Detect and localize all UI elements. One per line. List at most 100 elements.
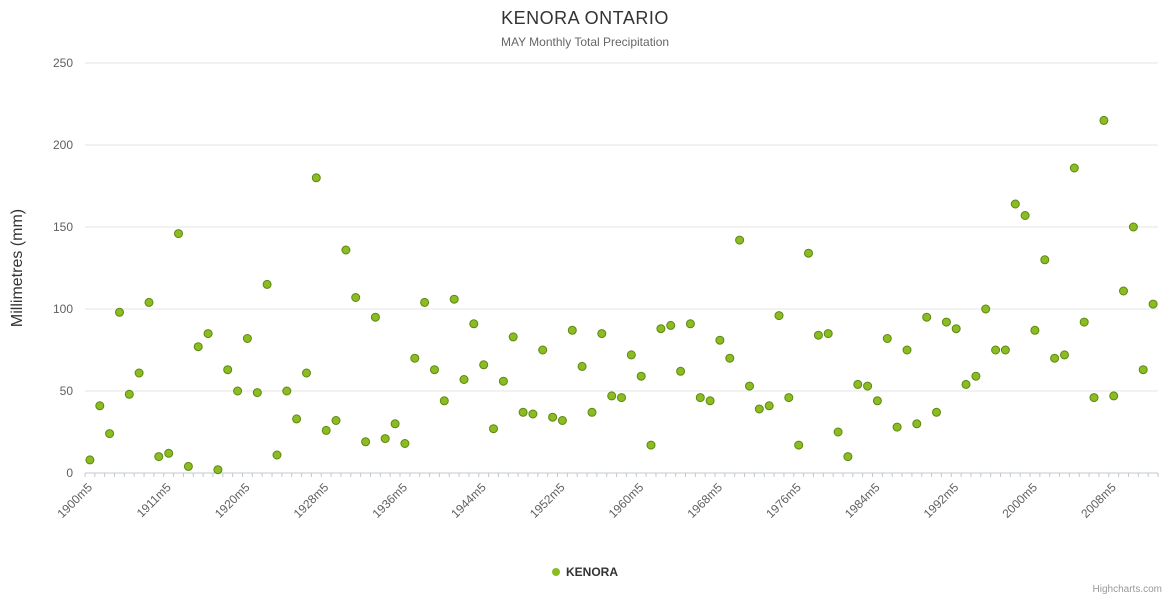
data-point[interactable] (1109, 391, 1119, 401)
data-point[interactable] (124, 389, 134, 399)
data-point[interactable] (754, 404, 764, 414)
data-point[interactable] (361, 437, 371, 447)
data-point[interactable] (95, 401, 105, 411)
data-point[interactable] (105, 429, 115, 439)
data-point[interactable] (292, 414, 302, 424)
data-point[interactable] (430, 365, 439, 375)
data-point[interactable] (725, 353, 735, 363)
data-point[interactable] (390, 419, 400, 429)
data-point[interactable] (193, 342, 203, 352)
data-point[interactable] (843, 452, 853, 462)
data-point[interactable] (646, 440, 656, 450)
data-point[interactable] (794, 440, 804, 450)
data-point[interactable] (508, 332, 518, 342)
data-point[interactable] (233, 386, 243, 396)
data-point[interactable] (892, 422, 902, 432)
data-point[interactable] (951, 324, 961, 334)
data-point[interactable] (1050, 353, 1060, 363)
data-point[interactable] (971, 371, 981, 381)
data-point[interactable] (518, 407, 528, 417)
data-point[interactable] (302, 368, 311, 378)
data-point[interactable] (203, 329, 213, 339)
data-point[interactable] (1010, 199, 1020, 209)
data-point[interactable] (380, 434, 390, 444)
data-point[interactable] (164, 448, 174, 458)
data-point[interactable] (282, 386, 292, 396)
data-point[interactable] (479, 360, 489, 370)
data-point[interactable] (1030, 325, 1040, 335)
data-point[interactable] (1138, 365, 1148, 375)
data-point[interactable] (85, 455, 95, 465)
data-point[interactable] (420, 297, 430, 307)
data-point[interactable] (1119, 286, 1128, 296)
data-point[interactable] (1089, 393, 1099, 403)
data-point[interactable] (577, 361, 587, 371)
data-point[interactable] (676, 366, 686, 376)
data-point[interactable] (115, 307, 124, 317)
data-point[interactable] (666, 320, 676, 330)
data-point[interactable] (1079, 317, 1089, 327)
data-point[interactable] (449, 294, 459, 304)
data-point[interactable] (685, 319, 695, 329)
data-point[interactable] (745, 381, 754, 391)
data-point[interactable] (154, 452, 164, 462)
data-point[interactable] (252, 388, 262, 398)
data-point[interactable] (882, 334, 892, 343)
data-point[interactable] (223, 365, 233, 375)
data-point[interactable] (341, 245, 351, 255)
data-point[interactable] (872, 396, 882, 406)
data-point[interactable] (912, 419, 922, 429)
data-point[interactable] (548, 412, 558, 422)
data-point[interactable] (715, 335, 725, 345)
data-point[interactable] (262, 279, 272, 289)
data-point[interactable] (331, 416, 341, 425)
data-point[interactable] (410, 353, 420, 363)
data-point[interactable] (144, 297, 154, 307)
data-point[interactable] (439, 396, 449, 406)
data-point[interactable] (941, 317, 951, 327)
data-point[interactable] (587, 407, 597, 417)
data-point[interactable] (705, 396, 715, 406)
data-point[interactable] (134, 368, 144, 378)
data-point[interactable] (961, 379, 971, 389)
data-point[interactable] (489, 424, 498, 434)
data-point[interactable] (784, 393, 794, 403)
data-point[interactable] (242, 334, 252, 343)
data-point[interactable] (459, 375, 469, 384)
data-point[interactable] (498, 376, 508, 386)
data-point[interactable] (833, 427, 843, 437)
data-point[interactable] (932, 407, 941, 417)
data-point[interactable] (469, 319, 479, 329)
data-point[interactable] (1020, 211, 1030, 220)
data-point[interactable] (183, 461, 193, 471)
data-point[interactable] (735, 235, 745, 245)
data-point[interactable] (981, 304, 991, 314)
data-point[interactable] (321, 425, 331, 435)
data-point[interactable] (370, 312, 380, 322)
data-point[interactable] (528, 409, 538, 419)
data-point[interactable] (774, 311, 784, 321)
data-point[interactable] (557, 416, 567, 425)
data-point[interactable] (1099, 115, 1109, 125)
data-point[interactable] (567, 325, 577, 335)
data-point[interactable] (1069, 163, 1079, 173)
data-point[interactable] (695, 393, 705, 403)
highcharts-credits[interactable]: Highcharts.com (1092, 584, 1162, 595)
data-point[interactable] (607, 391, 617, 401)
data-point[interactable] (902, 345, 912, 355)
data-point[interactable] (400, 439, 410, 448)
data-point[interactable] (1128, 222, 1138, 232)
data-point[interactable] (351, 293, 361, 302)
data-point[interactable] (1040, 255, 1050, 265)
data-point[interactable] (863, 381, 873, 391)
data-point[interactable] (1148, 299, 1158, 309)
data-point[interactable] (213, 465, 223, 475)
data-point[interactable] (636, 371, 646, 381)
data-point[interactable] (922, 312, 932, 322)
data-point[interactable] (626, 350, 636, 360)
data-point[interactable] (1000, 345, 1010, 355)
legend[interactable]: KENORA (0, 563, 1170, 581)
data-point[interactable] (272, 450, 282, 460)
data-point[interactable] (1060, 350, 1069, 360)
data-point[interactable] (538, 345, 548, 355)
